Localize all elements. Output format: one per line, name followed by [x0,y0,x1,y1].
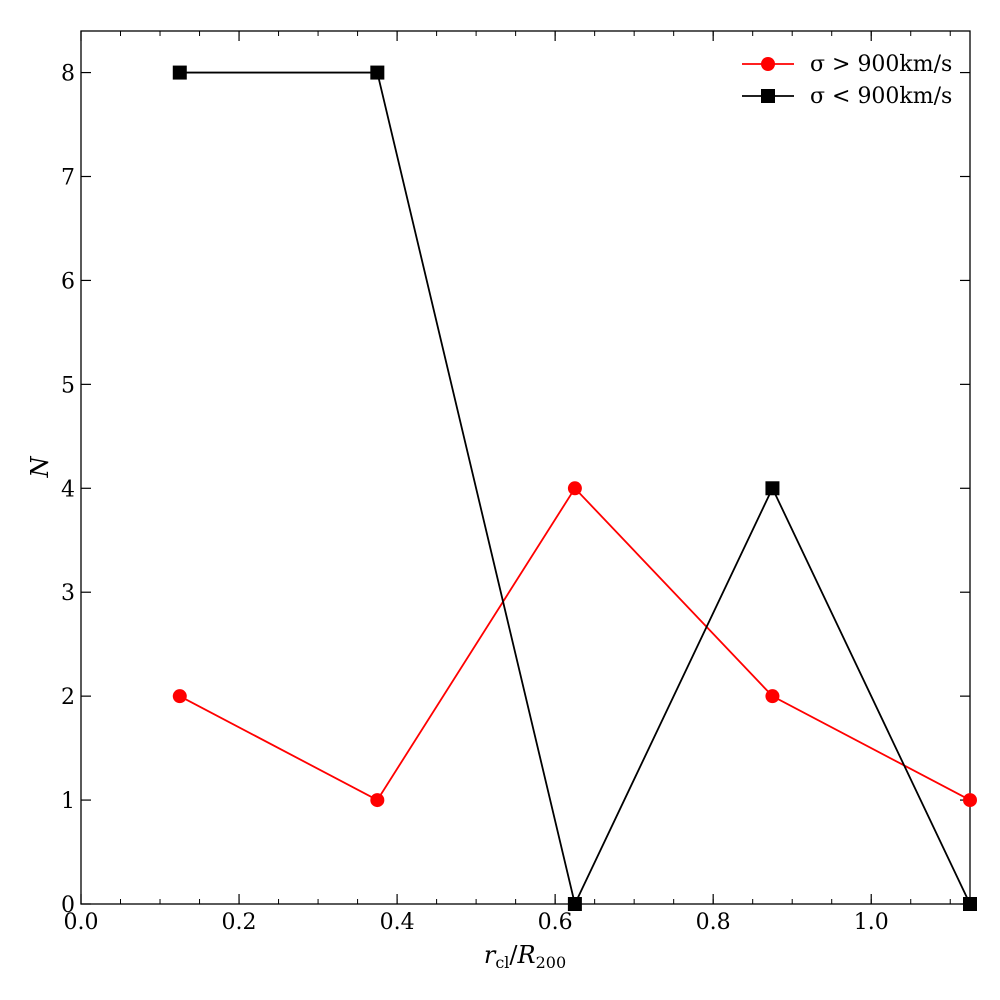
legend-item: σ > 900km/s [742,52,952,77]
y-tick-label: 8 [61,62,75,87]
x-tick-label: 0.0 [64,910,99,935]
data-point [963,897,977,911]
x-tick-label: 1.0 [854,910,889,935]
x-tick-label: 0.4 [380,910,415,935]
series-0 [172,481,977,808]
data-point [172,689,187,704]
legend-item: σ < 900km/s [742,84,952,109]
data-point [370,793,385,808]
data-point [567,481,582,496]
x-tick-label: 0.2 [222,910,257,935]
legend-marker [761,57,775,71]
x-axis-title: rcl/R200 [484,941,566,972]
legend-label: σ < 900km/s [810,84,952,109]
legend-label: σ > 900km/s [810,52,952,77]
x-axis: 0.0 0.2 0.4 0.6 0.8 1.0 [64,31,951,935]
series-layer [172,65,977,911]
legend-marker [761,89,775,103]
data-point [172,65,187,80]
data-point [765,481,780,496]
y-tick-label: 1 [61,789,75,814]
y-axis-title: N [26,456,54,479]
y-tick-label: 3 [61,581,75,606]
x-tick-label: 0.6 [538,910,573,935]
y-tick-label: 2 [61,685,75,710]
series-line [179,486,971,802]
data-point [370,65,385,80]
legend: σ > 900km/s σ < 900km/s [742,52,952,109]
y-tick-label: 0 [61,893,75,918]
x-tick-label: 0.8 [696,910,731,935]
data-point [765,689,780,704]
y-tick-label: 4 [61,477,75,502]
data-point [567,897,582,911]
y-axis: 0 1 2 3 4 5 6 7 8 [61,62,970,918]
y-tick-label: 5 [61,373,75,398]
series-1 [172,65,977,911]
y-tick-label: 6 [61,269,75,294]
plot-frame [80,30,971,905]
y-tick-label: 7 [61,166,75,191]
data-point [963,793,977,808]
